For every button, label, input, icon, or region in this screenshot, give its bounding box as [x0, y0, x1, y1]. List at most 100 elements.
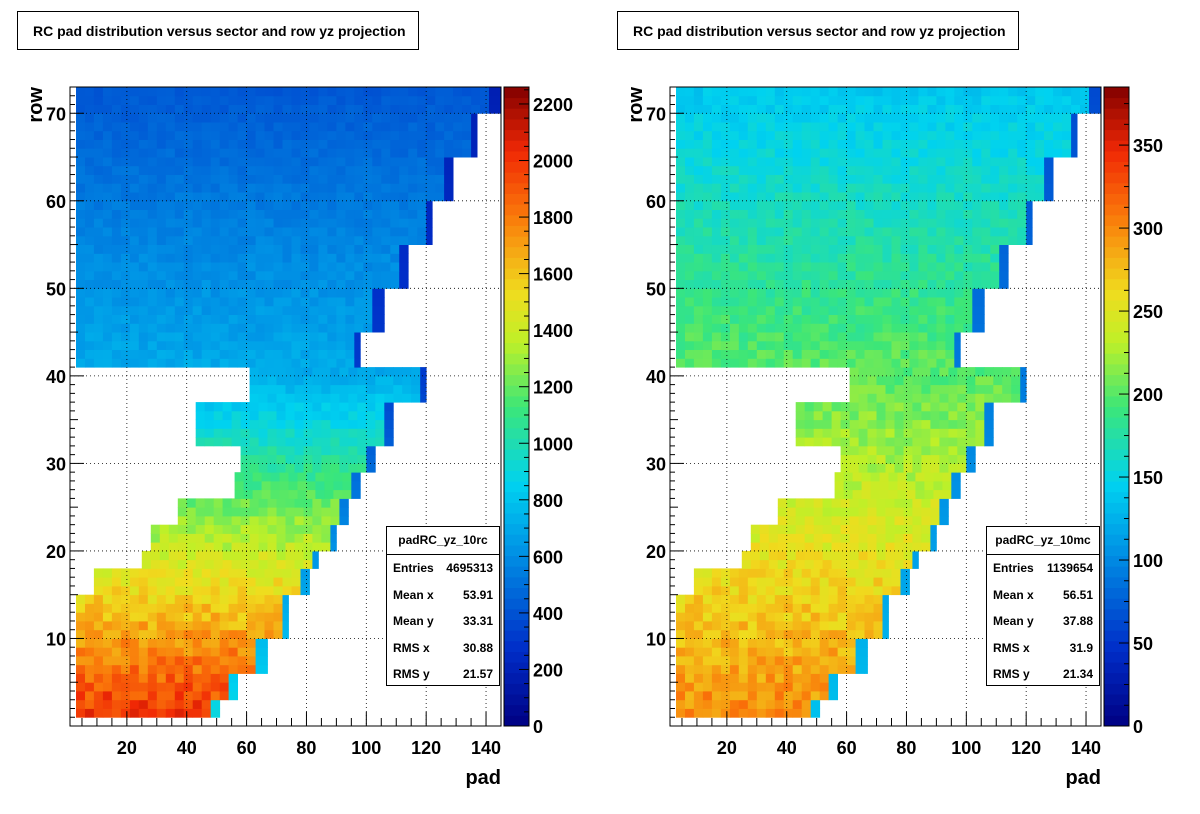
- heatmap-cell: [210, 323, 221, 333]
- heatmap-cell: [240, 498, 250, 508]
- heatmap-cell: [435, 192, 445, 202]
- heatmap-cell: [228, 585, 238, 596]
- heatmap-cell: [249, 419, 259, 429]
- heatmap-cell: [843, 480, 853, 491]
- heatmap-cell: [774, 139, 785, 149]
- heatmap-cell: [129, 638, 140, 648]
- heatmap-cell: [192, 174, 203, 184]
- heatmap-cell: [867, 454, 877, 464]
- x-axis-label: pad: [1065, 767, 1101, 789]
- heatmap-cell: [685, 708, 695, 718]
- heatmap-cell: [327, 279, 337, 289]
- color-bar: [504, 87, 529, 727]
- heatmap-cell: [231, 498, 241, 508]
- heatmap-cell: [306, 489, 316, 499]
- heatmap-cell: [85, 279, 95, 289]
- heatmap-cell: [693, 621, 704, 631]
- heatmap-cell: [819, 192, 830, 202]
- heatmap-cell: [720, 262, 731, 272]
- x-tick-label: 60: [837, 738, 857, 758]
- heatmap-cell: [339, 410, 349, 421]
- heatmap-cell: [882, 323, 892, 333]
- heatmap-cell: [255, 568, 265, 578]
- heatmap-cell: [183, 340, 194, 350]
- heatmap-cell: [192, 148, 203, 158]
- heatmap-cell: [339, 402, 349, 412]
- heatmap-cell: [237, 612, 247, 622]
- heatmap-cell: [174, 621, 185, 631]
- heatmap-cell: [255, 130, 265, 140]
- heatmap-cell: [147, 157, 158, 167]
- heatmap-cell: [246, 297, 256, 307]
- heatmap-cell: [765, 130, 776, 140]
- heatmap-cell: [303, 375, 313, 386]
- heatmap-cell: [756, 113, 767, 123]
- heatmap-cell: [891, 130, 901, 140]
- color-bar-band: [1104, 587, 1129, 599]
- heatmap-cell: [936, 323, 946, 333]
- heatmap-cell: [918, 279, 928, 289]
- heatmap-cell: [900, 323, 910, 333]
- heatmap-cell: [873, 174, 883, 184]
- heatmap-cell: [738, 104, 749, 114]
- heatmap-cell: [375, 375, 385, 386]
- heatmap-cell: [918, 314, 928, 324]
- heatmap-cell: [685, 340, 695, 350]
- heatmap-cell: [685, 157, 695, 167]
- heatmap-cell: [102, 218, 113, 228]
- heatmap-cell: [93, 165, 104, 175]
- heatmap-cell: [348, 437, 358, 447]
- heatmap-cell: [183, 165, 194, 175]
- heatmap-cell: [192, 305, 203, 315]
- heatmap-cell: [720, 104, 731, 114]
- heatmap-cell: [936, 305, 946, 315]
- heatmap-cell: [774, 183, 785, 193]
- color-bar-band: [504, 342, 529, 354]
- heatmap-cell: [357, 384, 367, 394]
- heatmap-cell: [972, 227, 982, 237]
- heatmap-cell: [999, 87, 1009, 97]
- heatmap-cell: [330, 384, 340, 394]
- heatmap-cell: [300, 157, 310, 167]
- heatmap-cell: [120, 629, 131, 639]
- heatmap-cell: [138, 656, 149, 666]
- heatmap-cell: [891, 174, 901, 184]
- heatmap-cell: [85, 621, 95, 631]
- heatmap-cell: [711, 174, 722, 184]
- heatmap-cell: [192, 323, 203, 333]
- heatmap-cell: [1017, 200, 1027, 210]
- heatmap-cell: [228, 244, 238, 254]
- heatmap-cell: [936, 209, 946, 219]
- heatmap-cell: [783, 227, 794, 237]
- heatmap-cell: [948, 463, 958, 473]
- heatmap-cell: [333, 480, 343, 491]
- heatmap-cell: [756, 130, 767, 140]
- heatmap-cell: [918, 340, 928, 350]
- heatmap-cell: [240, 402, 250, 412]
- heatmap-cell: [891, 157, 901, 167]
- heatmap-cell: [93, 577, 104, 587]
- heatmap-cell: [399, 270, 409, 280]
- heatmap-cell: [984, 428, 994, 438]
- x-tick-label: 20: [717, 738, 737, 758]
- heatmap-cell: [237, 200, 247, 210]
- heatmap-cell: [957, 375, 967, 386]
- color-bar-band: [1104, 119, 1129, 131]
- heatmap-cell: [156, 148, 167, 158]
- heatmap-cell: [846, 647, 856, 657]
- heatmap-cell: [291, 314, 301, 324]
- heatmap-cell: [228, 682, 238, 692]
- heatmap-cell: [357, 463, 367, 473]
- heatmap-cell: [93, 708, 104, 718]
- heatmap-cell: [810, 594, 821, 604]
- heatmap-cell: [1017, 104, 1027, 114]
- heatmap-cell: [231, 515, 241, 526]
- heatmap-cell: [828, 209, 838, 219]
- heatmap-cell: [693, 218, 704, 228]
- heatmap-cell: [738, 647, 749, 657]
- heatmap-cell: [120, 139, 131, 149]
- heatmap-cell: [93, 349, 104, 359]
- heatmap-cell: [210, 673, 221, 683]
- heatmap-cell: [147, 253, 158, 263]
- heatmap-cell: [957, 463, 967, 473]
